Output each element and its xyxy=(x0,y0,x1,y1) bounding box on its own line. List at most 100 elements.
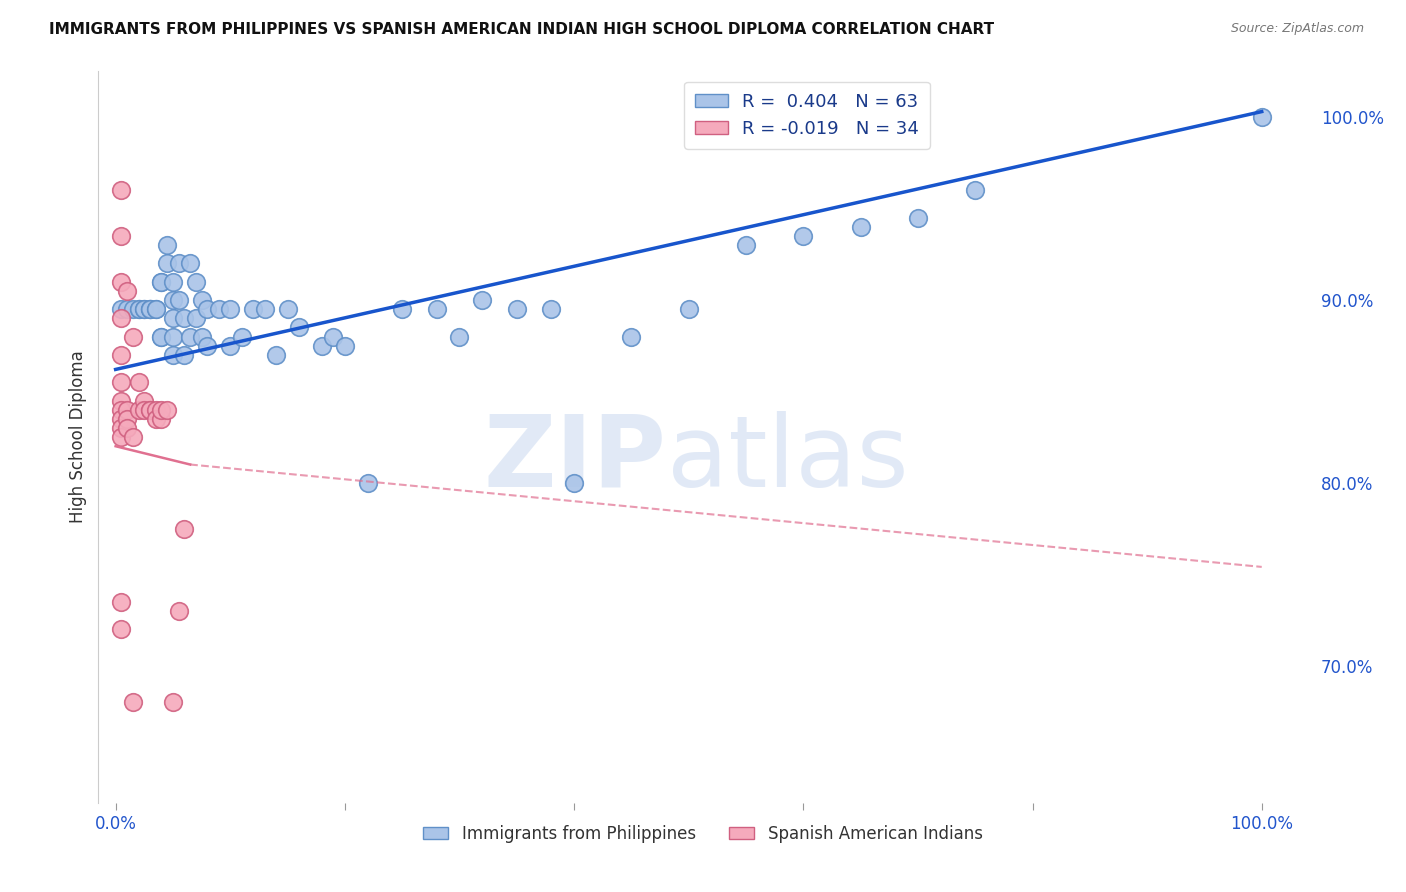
Point xyxy=(145,301,167,316)
Point xyxy=(128,375,150,389)
Point xyxy=(357,475,380,490)
Point xyxy=(128,301,150,316)
Point xyxy=(150,329,173,343)
Point xyxy=(115,284,138,298)
Point xyxy=(162,311,184,326)
Point xyxy=(121,430,143,444)
Point xyxy=(288,320,311,334)
Point xyxy=(311,338,333,352)
Point xyxy=(115,421,138,435)
Point xyxy=(678,301,700,316)
Point xyxy=(156,238,179,252)
Point xyxy=(134,301,156,316)
Point xyxy=(242,301,264,316)
Point xyxy=(162,695,184,709)
Point xyxy=(173,311,195,326)
Point xyxy=(121,695,143,709)
Point xyxy=(150,402,173,417)
Point xyxy=(150,411,173,425)
Point xyxy=(231,329,253,343)
Point xyxy=(110,183,132,197)
Point xyxy=(115,411,138,425)
Point xyxy=(134,402,156,417)
Y-axis label: High School Diploma: High School Diploma xyxy=(69,351,87,524)
Point xyxy=(110,375,132,389)
Point xyxy=(156,256,179,270)
Point xyxy=(190,293,212,307)
Point xyxy=(179,256,201,270)
Point xyxy=(173,521,195,535)
Point xyxy=(115,402,138,417)
Point xyxy=(391,301,413,316)
Point xyxy=(134,393,156,408)
Point xyxy=(139,301,162,316)
Point xyxy=(735,238,758,252)
Point xyxy=(110,301,132,316)
Point xyxy=(167,604,190,618)
Point xyxy=(162,293,184,307)
Point xyxy=(277,301,299,316)
Point xyxy=(128,301,150,316)
Point xyxy=(179,329,201,343)
Point xyxy=(110,311,132,326)
Point xyxy=(110,622,132,636)
Point xyxy=(150,275,173,289)
Point xyxy=(139,301,162,316)
Point xyxy=(162,348,184,362)
Point xyxy=(253,301,276,316)
Point xyxy=(139,301,162,316)
Point xyxy=(150,275,173,289)
Point xyxy=(110,393,132,408)
Point xyxy=(190,329,212,343)
Point xyxy=(322,329,344,343)
Point xyxy=(195,301,218,316)
Point xyxy=(184,275,207,289)
Point xyxy=(110,421,132,435)
Point xyxy=(110,594,132,608)
Point xyxy=(110,402,132,417)
Point xyxy=(150,329,173,343)
Point xyxy=(965,183,987,197)
Point xyxy=(167,256,190,270)
Text: atlas: atlas xyxy=(666,410,908,508)
Point xyxy=(167,293,190,307)
Point xyxy=(139,402,162,417)
Point xyxy=(162,275,184,289)
Text: ZIP: ZIP xyxy=(484,410,666,508)
Point xyxy=(145,301,167,316)
Point xyxy=(110,228,132,243)
Point xyxy=(195,338,218,352)
Point xyxy=(110,430,132,444)
Point xyxy=(620,329,643,343)
Point xyxy=(184,311,207,326)
Point xyxy=(145,402,167,417)
Point xyxy=(208,301,231,316)
Point xyxy=(110,411,132,425)
Point xyxy=(139,402,162,417)
Point xyxy=(156,402,179,417)
Point xyxy=(110,348,132,362)
Point xyxy=(121,301,143,316)
Point xyxy=(471,293,494,307)
Point xyxy=(110,275,132,289)
Point xyxy=(264,348,287,362)
Point xyxy=(219,338,242,352)
Point xyxy=(792,228,814,243)
Point xyxy=(449,329,471,343)
Point xyxy=(849,219,872,234)
Point xyxy=(907,211,929,225)
Text: IMMIGRANTS FROM PHILIPPINES VS SPANISH AMERICAN INDIAN HIGH SCHOOL DIPLOMA CORRE: IMMIGRANTS FROM PHILIPPINES VS SPANISH A… xyxy=(49,22,994,37)
Point xyxy=(115,301,138,316)
Point xyxy=(121,329,143,343)
Point xyxy=(1250,110,1272,124)
Point xyxy=(145,411,167,425)
Point xyxy=(506,301,529,316)
Text: Source: ZipAtlas.com: Source: ZipAtlas.com xyxy=(1230,22,1364,36)
Point xyxy=(540,301,562,316)
Point xyxy=(162,329,184,343)
Point xyxy=(134,301,156,316)
Legend: Immigrants from Philippines, Spanish American Indians: Immigrants from Philippines, Spanish Ame… xyxy=(416,818,990,849)
Point xyxy=(173,348,195,362)
Point xyxy=(333,338,356,352)
Point xyxy=(562,475,585,490)
